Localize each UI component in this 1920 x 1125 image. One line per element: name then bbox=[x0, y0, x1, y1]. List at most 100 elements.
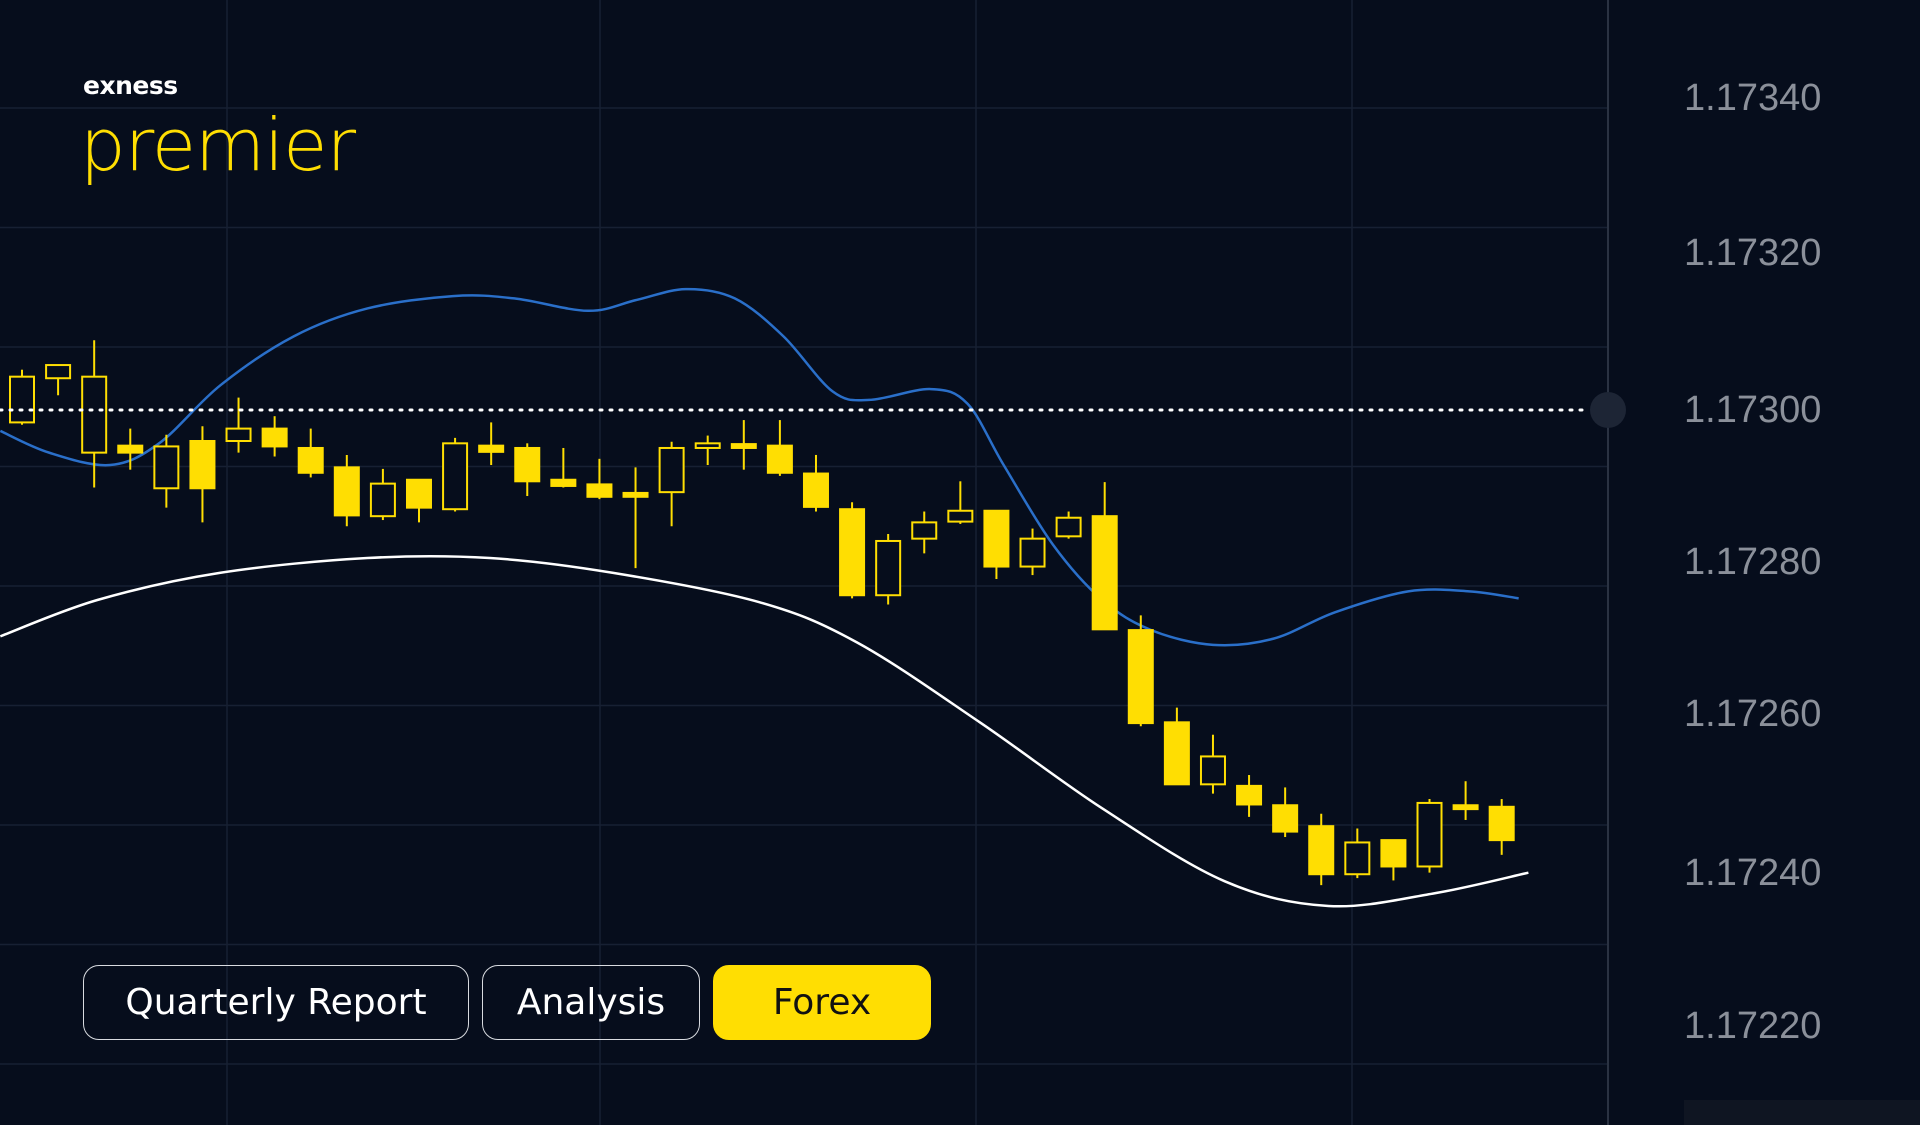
candle bbox=[45, 364, 72, 396]
lower-band-line bbox=[0, 554, 1529, 908]
candle-body bbox=[1308, 825, 1335, 876]
candle bbox=[189, 426, 216, 523]
candle-body bbox=[333, 466, 360, 517]
candle-body bbox=[1344, 841, 1371, 876]
candle bbox=[1380, 839, 1407, 881]
candle bbox=[333, 454, 360, 527]
candle bbox=[81, 340, 108, 488]
price-tick-label: 1.17340 bbox=[1684, 77, 1822, 119]
candle-body bbox=[153, 445, 180, 490]
candle-body bbox=[1236, 784, 1263, 806]
candle-body bbox=[45, 364, 72, 380]
candle-body bbox=[442, 442, 469, 511]
candle bbox=[839, 502, 866, 599]
candle bbox=[1488, 799, 1515, 855]
candle bbox=[1091, 482, 1118, 631]
candle-body bbox=[658, 446, 685, 494]
candle-body bbox=[297, 446, 324, 474]
candle bbox=[622, 467, 649, 569]
candle bbox=[261, 416, 288, 457]
candle bbox=[983, 509, 1010, 579]
candle-body bbox=[1127, 629, 1154, 725]
tab-quarterly-report[interactable]: Quarterly Report bbox=[83, 965, 469, 1040]
candle bbox=[694, 435, 721, 466]
logo-product: premier bbox=[80, 103, 356, 187]
candle bbox=[1272, 787, 1299, 838]
candle-body bbox=[1163, 721, 1190, 786]
candle bbox=[1416, 799, 1443, 873]
candle bbox=[586, 458, 613, 500]
candle bbox=[442, 437, 469, 512]
candle bbox=[730, 420, 757, 470]
candle bbox=[766, 420, 793, 476]
candle bbox=[514, 443, 541, 497]
candle-body bbox=[550, 478, 577, 487]
candle-body bbox=[622, 491, 649, 498]
candle bbox=[550, 447, 577, 488]
candle bbox=[117, 428, 144, 470]
price-tick-label: 1.17300 bbox=[1684, 389, 1822, 431]
candle bbox=[1055, 511, 1082, 539]
candle-body bbox=[730, 443, 757, 449]
current-price-line bbox=[0, 392, 1626, 428]
candle-body bbox=[875, 539, 902, 597]
candle-body bbox=[766, 444, 793, 474]
candle-body bbox=[1488, 805, 1515, 842]
logo-brand: exness bbox=[83, 71, 178, 100]
category-tabs: Quarterly Report Analysis Forex bbox=[83, 965, 931, 1040]
candle-body bbox=[1091, 515, 1118, 631]
candle-body bbox=[1199, 755, 1226, 786]
candle-body bbox=[839, 508, 866, 597]
tab-analysis[interactable]: Analysis bbox=[482, 965, 700, 1040]
candle-body bbox=[1416, 801, 1443, 868]
candle bbox=[947, 481, 974, 524]
candle bbox=[1199, 734, 1226, 794]
candle bbox=[9, 369, 35, 425]
candle-body bbox=[911, 521, 938, 540]
candle-body bbox=[117, 444, 144, 454]
candle bbox=[153, 434, 180, 508]
candle bbox=[802, 454, 829, 512]
candle-body bbox=[514, 446, 541, 483]
candle bbox=[1344, 828, 1371, 879]
price-tick-label: 1.17220 bbox=[1684, 1005, 1822, 1047]
candle bbox=[297, 428, 324, 478]
candle-body bbox=[694, 442, 721, 449]
candle-body bbox=[189, 440, 216, 490]
candle bbox=[369, 468, 396, 521]
candles bbox=[9, 340, 1515, 886]
candle bbox=[225, 397, 252, 453]
candle-body bbox=[586, 483, 613, 498]
candle-body bbox=[1055, 516, 1082, 538]
candle-body bbox=[9, 375, 35, 424]
price-line-handle[interactable] bbox=[1590, 392, 1626, 428]
grid bbox=[0, 0, 1608, 1125]
tab-forex[interactable]: Forex bbox=[713, 965, 931, 1040]
candle-body bbox=[947, 509, 974, 523]
candle bbox=[1452, 781, 1479, 820]
price-tick-label: 1.17320 bbox=[1684, 232, 1822, 274]
candle bbox=[1019, 528, 1046, 576]
indicator-lines bbox=[0, 287, 1529, 908]
candle-body bbox=[802, 472, 829, 508]
candle bbox=[405, 478, 432, 523]
candle-body bbox=[1019, 537, 1046, 568]
candle-body bbox=[225, 427, 252, 443]
axis-corner-panel bbox=[1684, 1100, 1920, 1125]
candle bbox=[1163, 707, 1190, 786]
price-tick-label: 1.17240 bbox=[1684, 852, 1822, 894]
candle-body bbox=[1380, 839, 1407, 868]
candle-body bbox=[1272, 804, 1299, 833]
candle-body bbox=[81, 375, 108, 454]
price-tick-label: 1.17280 bbox=[1684, 541, 1822, 583]
candle-body bbox=[983, 509, 1010, 568]
candle-body bbox=[478, 444, 505, 453]
candle bbox=[1127, 615, 1154, 727]
candle bbox=[875, 534, 902, 605]
candle-body bbox=[369, 482, 396, 518]
candle-body bbox=[405, 478, 432, 509]
candle-body bbox=[261, 427, 288, 448]
candle bbox=[658, 441, 685, 527]
price-tick-label: 1.17260 bbox=[1684, 693, 1822, 735]
